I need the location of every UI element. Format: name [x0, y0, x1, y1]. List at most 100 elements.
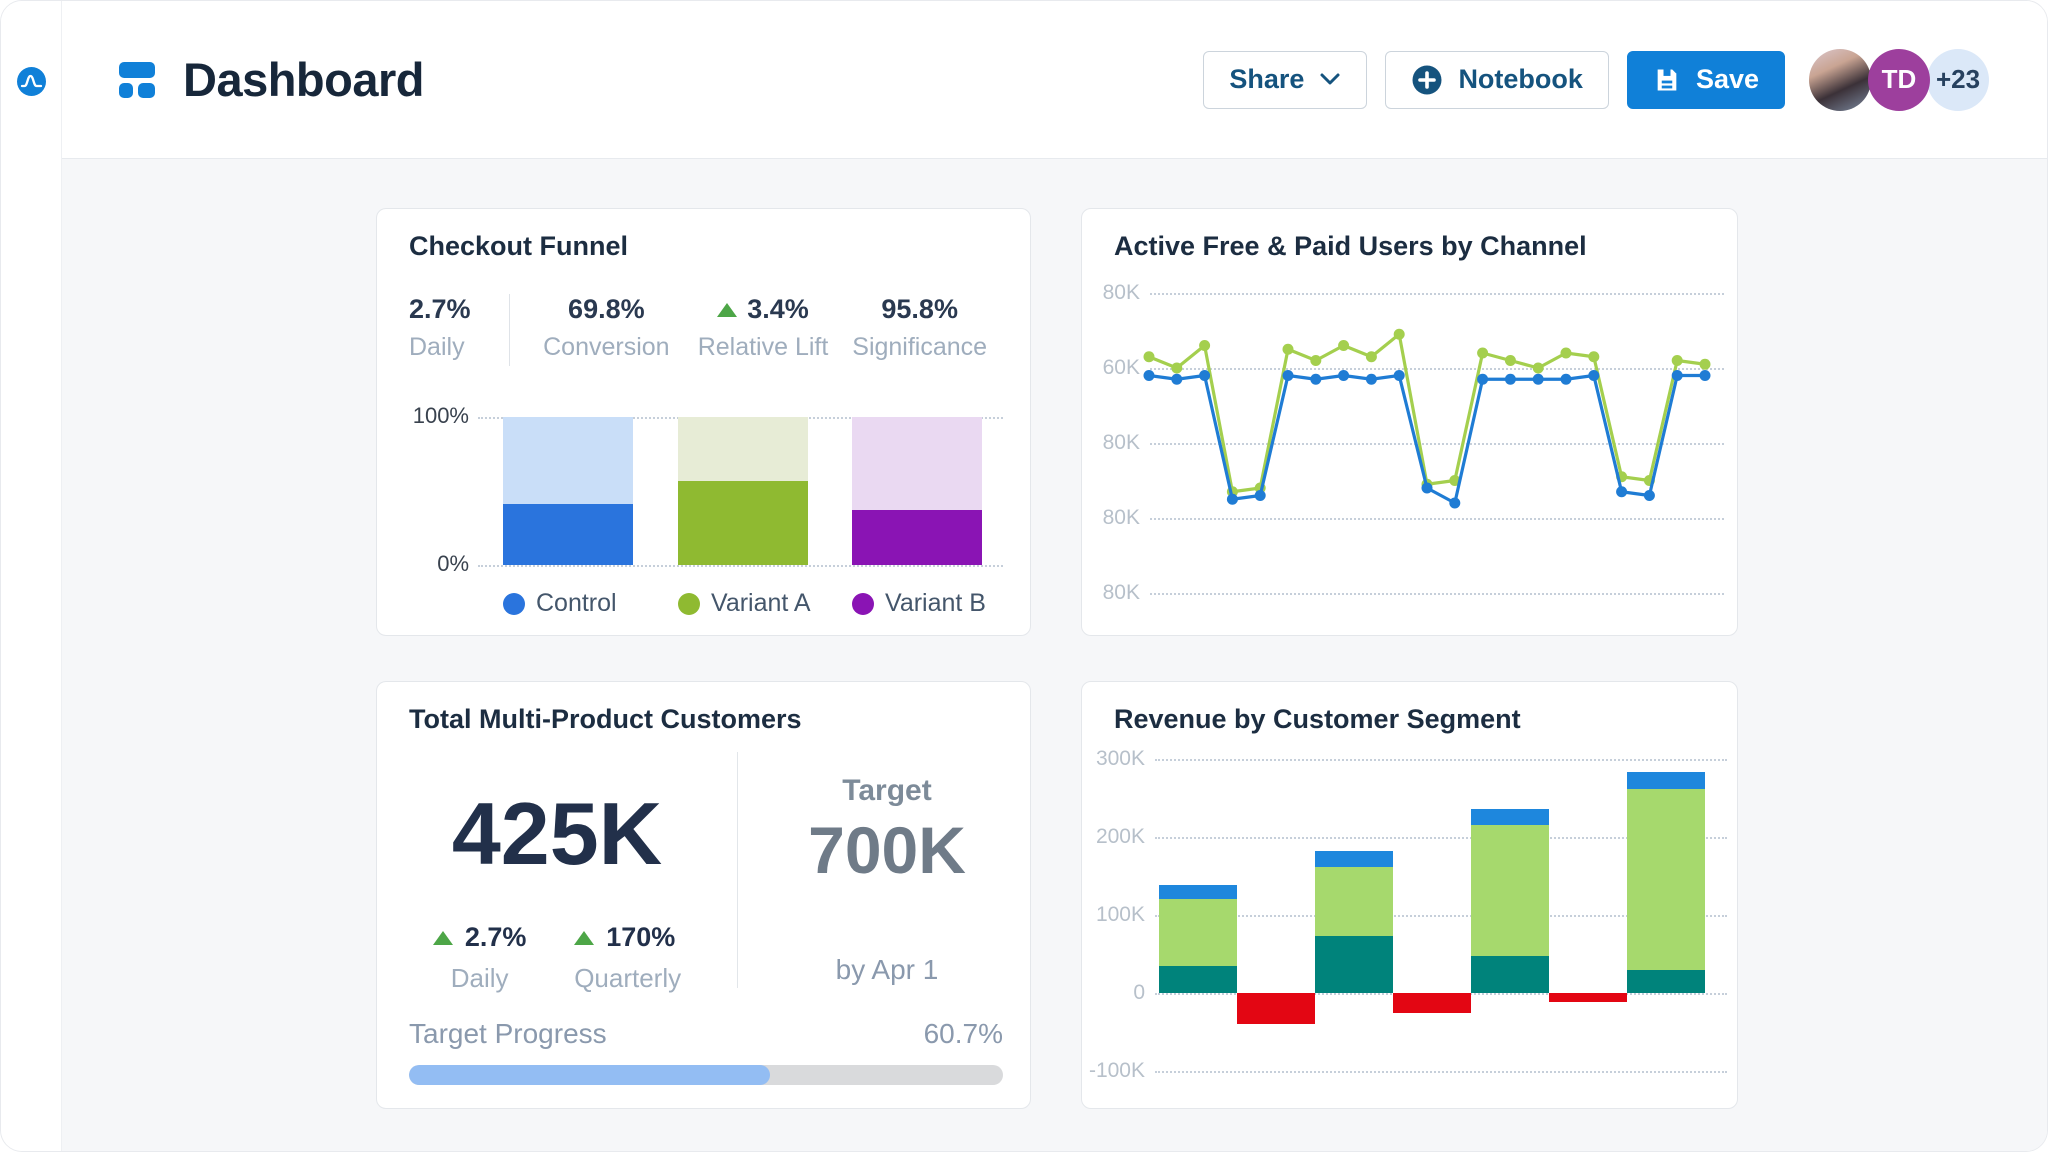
segment-blue-bar[interactable] [1471, 808, 1549, 825]
segment-red-bar[interactable] [1549, 993, 1627, 1003]
progress-fill [409, 1065, 770, 1085]
series-blue-point[interactable] [1643, 490, 1655, 501]
amplitude-logo-icon[interactable] [17, 67, 46, 96]
series-blue-point[interactable] [1699, 370, 1711, 381]
segment-green-bar[interactable] [1627, 788, 1705, 971]
series-green-point[interactable] [1365, 351, 1377, 363]
series-green-point[interactable] [1143, 351, 1155, 363]
legend-dot-variant-b [852, 592, 874, 615]
series-blue-point[interactable] [1477, 373, 1489, 385]
series-blue-point[interactable] [1671, 370, 1683, 381]
segment-blue-bar[interactable] [1159, 884, 1237, 900]
series-green-point[interactable] [1699, 358, 1711, 370]
y-axis-tick: 100K [1095, 903, 1145, 926]
series-green-line[interactable] [1148, 332, 1706, 494]
series-blue-point[interactable] [1199, 370, 1211, 381]
funnel-bar-fill-variant-a [678, 480, 808, 565]
gridline [1150, 518, 1724, 520]
segment-teal-bar[interactable] [1315, 936, 1393, 993]
save-button[interactable]: Save [1626, 50, 1785, 109]
funnel-chart[interactable]: 100% 0% [409, 403, 1003, 584]
series-green-point[interactable] [1310, 355, 1322, 366]
series-blue-point[interactable] [1393, 370, 1405, 381]
funnel-stats-row: 2.7% Daily 69.8% Conversion 3.4% Relative Lif… [409, 294, 998, 366]
legend-item-variant-b[interactable]: Variant B [852, 589, 986, 618]
trend-up-icon [574, 930, 595, 945]
legend-item-variant-a[interactable]: Variant A [678, 589, 811, 618]
segment-teal-bar[interactable] [1159, 965, 1237, 993]
series-green-point[interactable] [1671, 355, 1683, 366]
series-blue-point[interactable] [1616, 486, 1628, 498]
series-green-point[interactable] [1588, 351, 1600, 363]
segment-green-bar[interactable] [1159, 899, 1237, 966]
share-button-label: Share [1229, 64, 1305, 94]
legend-item-control[interactable]: Control [503, 589, 617, 618]
segment-blue-bar[interactable] [1627, 772, 1705, 789]
gridline [1155, 837, 1727, 839]
y-axis-tick: 80K [1102, 431, 1140, 454]
series-blue-point[interactable] [1338, 370, 1350, 381]
series-blue-point[interactable] [1532, 373, 1544, 385]
funnel-bar-control[interactable] [503, 417, 633, 565]
gridline [1155, 915, 1727, 917]
segment-teal-bar[interactable] [1627, 970, 1705, 993]
funnel-bar-fill-variant-b [852, 510, 982, 565]
funnel-bar-variant-a[interactable] [678, 417, 808, 565]
series-green-point[interactable] [1199, 340, 1211, 351]
avatar-photo[interactable] [1809, 48, 1871, 111]
series-blue-point[interactable] [1560, 373, 1572, 385]
revenue-chart[interactable] [1159, 759, 1705, 1071]
series-blue-point[interactable] [1504, 373, 1516, 385]
series-blue-point[interactable] [1254, 490, 1266, 501]
series-blue-point[interactable] [1226, 493, 1238, 505]
card-title: Active Free & Paid Users by Channel [1114, 231, 1587, 261]
plus-circle-icon [1412, 65, 1442, 94]
segment-red-bar[interactable] [1393, 993, 1471, 1013]
y-axis-tick: 80K [1102, 506, 1140, 529]
segment-green-bar[interactable] [1315, 866, 1393, 937]
series-blue-point[interactable] [1282, 370, 1294, 381]
series-blue-point[interactable] [1310, 373, 1322, 385]
series-blue-point[interactable] [1421, 482, 1433, 494]
avatar-initials[interactable]: TD [1868, 48, 1930, 111]
target-label: Target [842, 774, 932, 807]
segment-blue-bar[interactable] [1315, 851, 1393, 867]
y-axis-tick: 60K [1102, 356, 1140, 379]
series-blue-point[interactable] [1365, 373, 1377, 385]
series-blue-point[interactable] [1449, 497, 1461, 509]
series-green-point[interactable] [1282, 343, 1294, 355]
segment-teal-bar[interactable] [1471, 955, 1549, 993]
funnel-bar-fill-control [503, 504, 633, 565]
gridline [1150, 593, 1724, 595]
series-green-point[interactable] [1560, 347, 1572, 359]
series-green-point[interactable] [1532, 362, 1544, 374]
gridline [1150, 293, 1724, 295]
y-axis-tick: 0 [1133, 981, 1145, 1004]
series-blue-point[interactable] [1588, 370, 1600, 381]
series-green-point[interactable] [1477, 347, 1489, 359]
share-button[interactable]: Share [1203, 50, 1368, 109]
segment-green-bar[interactable] [1471, 824, 1549, 956]
stat-daily: 2.7% Daily [409, 294, 471, 361]
series-green-point[interactable] [1393, 328, 1405, 340]
progress-label: Target Progress [409, 1018, 607, 1049]
dashboard-grid-icon [119, 61, 155, 98]
title-group: Dashboard [119, 52, 425, 107]
line-chart[interactable] [1142, 272, 1722, 612]
target-due-date: by Apr 1 [835, 954, 939, 985]
series-green-point[interactable] [1449, 475, 1461, 486]
series-green-point[interactable] [1338, 340, 1350, 351]
funnel-bar-variant-b[interactable] [852, 417, 982, 565]
avatar-overflow-badge[interactable]: +23 [1927, 48, 1989, 111]
series-green-point[interactable] [1504, 355, 1516, 366]
series-blue-point[interactable] [1171, 373, 1183, 385]
series-green-point[interactable] [1171, 362, 1183, 374]
card-title: Total Multi-Product Customers [409, 704, 802, 734]
series-blue-point[interactable] [1143, 370, 1155, 381]
y-axis-tick: 0% [437, 551, 469, 576]
segment-red-bar[interactable] [1237, 993, 1315, 1025]
notebook-button[interactable]: Notebook [1385, 50, 1609, 109]
target-progress-bar[interactable] [409, 1065, 1003, 1085]
stat-divider [509, 294, 510, 366]
